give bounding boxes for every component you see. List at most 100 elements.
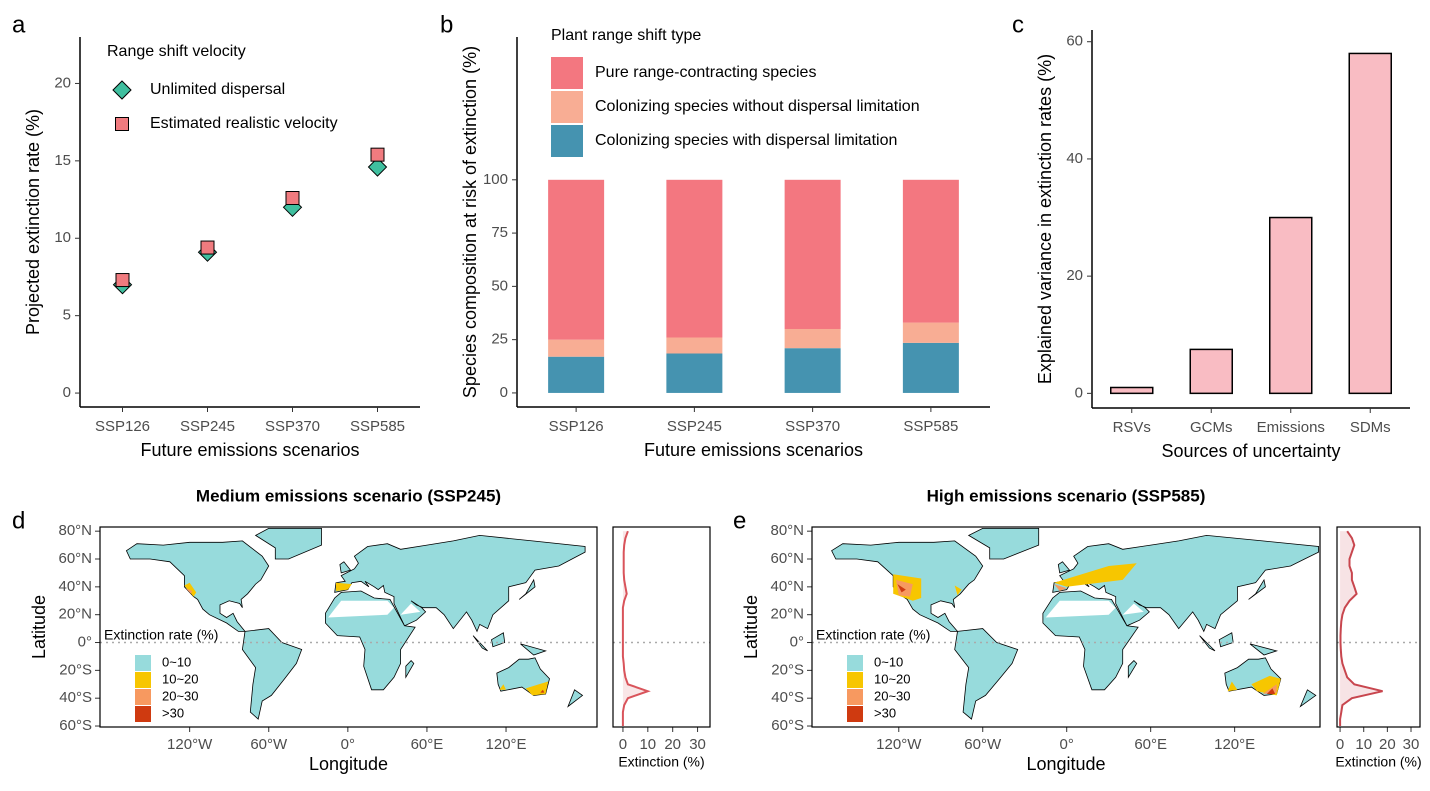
legend-label: 0~10: [162, 654, 191, 669]
legend-label: >30: [162, 705, 184, 720]
y-tick-label: 60: [1066, 33, 1083, 50]
land: [1218, 632, 1234, 648]
x-tick-label: 30: [689, 736, 706, 753]
land: [1052, 534, 1319, 633]
y-tick-label: 40°S: [771, 689, 804, 706]
x-tick-label: RSVs: [1113, 419, 1151, 436]
panel-letter: e: [733, 507, 746, 534]
y-tick-label: 20: [54, 74, 71, 91]
x-tick-label: SDMs: [1350, 419, 1391, 436]
land: [954, 628, 1019, 720]
y-axis-title: Species composition at risk of extinctio…: [460, 46, 480, 398]
legend-label: 10~20: [874, 671, 911, 686]
y-tick-label: 40°N: [770, 578, 804, 595]
legend-swatch: [551, 125, 583, 157]
land: [491, 632, 506, 648]
legend-title: Range shift velocity: [107, 43, 246, 60]
x-tick-label: 10: [1355, 736, 1372, 753]
x-tick-label: 20: [664, 736, 681, 753]
no-data-area: [328, 600, 394, 618]
bar-segment: [548, 356, 605, 393]
y-tick-label: 60°N: [58, 550, 92, 567]
bar-segment: [548, 339, 605, 357]
bar-segment: [784, 179, 841, 329]
legend-label: Colonizing species without dispersal lim…: [595, 98, 920, 115]
x-axis-title: Extinction (%): [618, 754, 704, 770]
bar-segment: [784, 348, 841, 393]
x-tick-label: SSP245: [180, 418, 235, 435]
land: [472, 635, 488, 652]
y-tick-label: 40°N: [58, 578, 92, 595]
x-tick-label: SSP126: [95, 418, 150, 435]
x-tick-label: GCMs: [1190, 419, 1233, 436]
extinction-area: [1054, 563, 1137, 587]
land: [1248, 578, 1266, 600]
legend-swatch: [135, 672, 151, 688]
y-tick-label: 75: [491, 224, 508, 241]
y-tick-label: 10: [54, 229, 71, 246]
profile-frame: [1336, 526, 1421, 728]
x-tick-label: 0°: [341, 736, 355, 753]
y-tick-label: 60°N: [770, 550, 804, 567]
y-tick-label: 0°: [790, 633, 804, 650]
y-tick-label: 15: [54, 152, 71, 169]
legend-title: Extinction rate (%): [104, 627, 218, 643]
extinction-area: [1054, 584, 1067, 591]
land: [1199, 635, 1216, 652]
y-axis-title: Latitude: [29, 595, 49, 659]
legend-title: Plant range shift type: [551, 27, 701, 44]
x-axis-title: Sources of uncertainty: [1161, 441, 1340, 461]
map-title: High emissions scenario (SSP585): [927, 486, 1206, 505]
land: [518, 578, 536, 600]
bar: [1348, 52, 1392, 395]
profile-band: [622, 531, 648, 727]
map-frame: [99, 526, 598, 728]
y-tick-label: 0°: [78, 633, 92, 650]
y-tick-label: 50: [491, 277, 508, 294]
panel-letter: d: [12, 507, 25, 534]
y-tick-label: 20°S: [59, 661, 92, 678]
profile-line: [1339, 530, 1383, 726]
map-frame: [811, 526, 1321, 728]
land: [1127, 660, 1138, 679]
y-tick-label: 0: [63, 384, 71, 401]
x-tick-label: 0: [619, 736, 627, 753]
legend-label: 20~30: [162, 688, 199, 703]
x-tick-label: 10: [639, 736, 656, 753]
x-tick-label: 30: [1403, 736, 1420, 753]
land: [334, 534, 586, 633]
y-tick-label: 100: [483, 171, 508, 188]
bar: [1269, 216, 1313, 395]
y-tick-label: 80°N: [770, 522, 804, 539]
land: [1057, 561, 1071, 574]
y-tick-label: 5: [63, 307, 71, 324]
square-point: [370, 147, 385, 162]
extinction-area: [185, 588, 193, 594]
x-tick-label: Emissions: [1257, 419, 1325, 436]
land: [125, 540, 270, 632]
x-tick-label: 120°E: [1214, 736, 1255, 753]
legend-swatch: [135, 706, 151, 722]
land: [339, 561, 352, 574]
legend-swatch: [847, 672, 863, 688]
land: [1299, 689, 1317, 708]
legend-label: Pure range-contracting species: [595, 64, 816, 81]
panel-letter: b: [440, 11, 453, 38]
no-data-area: [400, 603, 421, 615]
x-tick-label: 60°E: [1134, 736, 1167, 753]
y-tick-label: 60°S: [771, 717, 804, 734]
extinction-area: [1227, 681, 1238, 692]
x-tick-label: 120°E: [486, 736, 527, 753]
panel-letter: a: [12, 11, 26, 38]
y-tick-label: 0: [1075, 384, 1083, 401]
profile-frame: [612, 526, 711, 728]
land: [520, 643, 547, 656]
legend-label: 0~10: [874, 654, 903, 669]
legend-title: Extinction rate (%): [816, 627, 930, 643]
y-axis-title: Projected extinction rate (%): [23, 109, 43, 335]
x-tick-label: SSP245: [667, 418, 722, 435]
square-point: [200, 240, 215, 255]
extinction-area: [184, 582, 197, 597]
x-tick-label: 0: [1336, 736, 1344, 753]
square-point: [115, 273, 130, 288]
